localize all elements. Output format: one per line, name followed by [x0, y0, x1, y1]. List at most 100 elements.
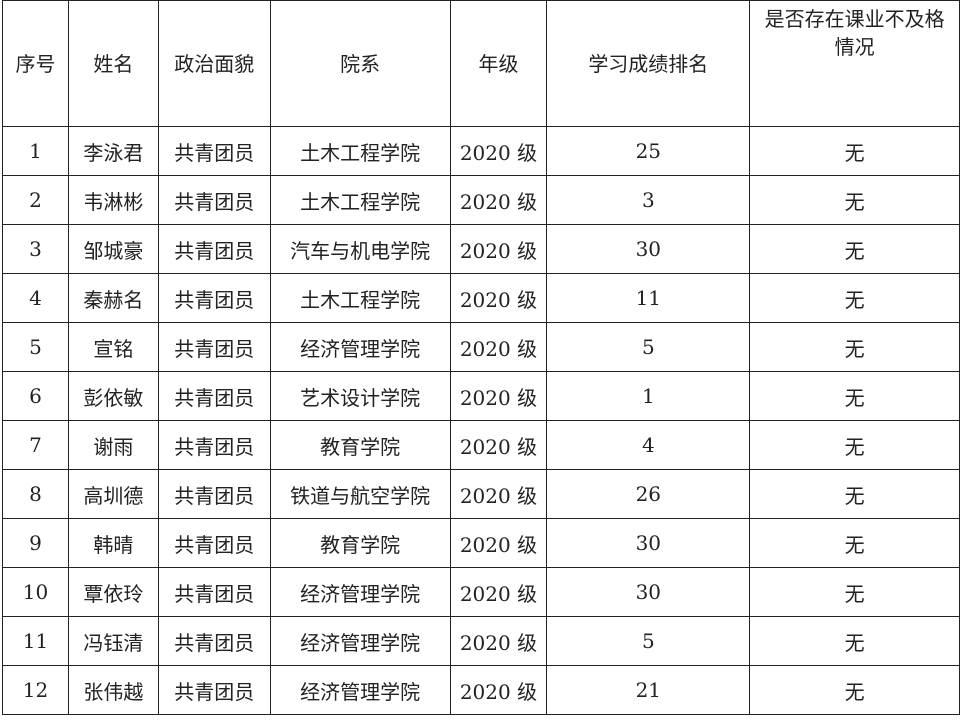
cell-col-department: 教育学院: [269, 518, 451, 568]
cell-col-name: 高圳德: [67, 469, 159, 519]
cell-col-rank: 3: [546, 175, 751, 225]
cell-col-index: 3: [2, 224, 69, 274]
table-row: 9 韩晴 共青团员 教育学院 2020 级 30 无: [2, 518, 960, 568]
cell-col-failing-courses: 无: [749, 420, 960, 470]
cell-col-failing-courses: 无: [749, 371, 960, 421]
cell-col-rank: 30: [546, 224, 751, 274]
cell-col-index: 10: [2, 567, 69, 617]
cell-col-failing-courses: 无: [749, 322, 960, 372]
cell-col-department: 铁道与航空学院: [269, 469, 451, 519]
cell-col-department: 土木工程学院: [269, 273, 451, 323]
cell-col-index: 6: [2, 371, 69, 421]
table-row: 3 邹城豪 共青团员 汽车与机电学院 2020 级 30 无: [2, 224, 960, 274]
cell-col-index: 8: [2, 469, 69, 519]
cell-col-failing-courses: 无: [749, 273, 960, 323]
cell-col-grade: 2020 级: [449, 273, 548, 323]
cell-col-political-status: 共青团员: [157, 273, 271, 323]
header-row: 序号 姓名 政治面貌 院系 年级 学习成绩排名 是否存在课业不及格情况: [2, 0, 960, 127]
cell-col-rank: 11: [546, 273, 751, 323]
cell-col-failing-courses: 无: [749, 518, 960, 568]
cell-col-political-status: 共青团员: [157, 322, 271, 372]
cell-col-rank: 5: [546, 616, 751, 666]
cell-col-name: 秦赫名: [67, 273, 159, 323]
cell-col-name: 邹城豪: [67, 224, 159, 274]
cell-col-grade: 2020 级: [449, 371, 548, 421]
cell-col-department: 经济管理学院: [269, 665, 451, 715]
cell-col-political-status: 共青团员: [157, 126, 271, 176]
cell-col-name: 宣铭: [67, 322, 159, 372]
cell-col-name: 覃依玲: [67, 567, 159, 617]
cell-col-name: 李泳君: [67, 126, 159, 176]
cell-col-rank: 5: [546, 322, 751, 372]
cell-col-grade: 2020 级: [449, 665, 548, 715]
cell-col-political-status: 共青团员: [157, 665, 271, 715]
cell-col-department: 经济管理学院: [269, 616, 451, 666]
cell-col-name: 张伟越: [67, 665, 159, 715]
cell-col-name: 韦淋彬: [67, 175, 159, 225]
cell-col-failing-courses: 无: [749, 567, 960, 617]
cell-col-political-status: 共青团员: [157, 518, 271, 568]
cell-col-department: 教育学院: [269, 420, 451, 470]
cell-col-department: 土木工程学院: [269, 175, 451, 225]
cell-col-index: 4: [2, 273, 69, 323]
cell-col-department: 经济管理学院: [269, 567, 451, 617]
cell-col-failing-courses: 无: [749, 126, 960, 176]
cell-col-grade: 2020 级: [449, 126, 548, 176]
header-col-index: 序号: [2, 0, 69, 127]
header-col-grade: 年级: [449, 0, 548, 127]
table-row: 4 秦赫名 共青团员 土木工程学院 2020 级 11 无: [2, 273, 960, 323]
cell-col-name: 谢雨: [67, 420, 159, 470]
cell-col-department: 汽车与机电学院: [269, 224, 451, 274]
table-row: 1 李泳君 共青团员 土木工程学院 2020 级 25 无: [2, 126, 960, 176]
cell-col-index: 2: [2, 175, 69, 225]
table-row: 10 覃依玲 共青团员 经济管理学院 2020 级 30 无: [2, 567, 960, 617]
cell-col-department: 经济管理学院: [269, 322, 451, 372]
cell-col-political-status: 共青团员: [157, 420, 271, 470]
header-col-rank: 学习成绩排名: [546, 0, 751, 127]
cell-col-grade: 2020 级: [449, 518, 548, 568]
cell-col-political-status: 共青团员: [157, 567, 271, 617]
cell-col-name: 冯钰清: [67, 616, 159, 666]
cell-col-name: 韩晴: [67, 518, 159, 568]
table-row: 12 张伟越 共青团员 经济管理学院 2020 级 21 无: [2, 665, 960, 715]
cell-col-failing-courses: 无: [749, 224, 960, 274]
cell-col-failing-courses: 无: [749, 175, 960, 225]
cell-col-department: 艺术设计学院: [269, 371, 451, 421]
cell-col-rank: 4: [546, 420, 751, 470]
cell-col-grade: 2020 级: [449, 224, 548, 274]
header-col-failing-courses: 是否存在课业不及格情况: [749, 0, 960, 127]
cell-col-index: 7: [2, 420, 69, 470]
cell-col-rank: 26: [546, 469, 751, 519]
header-col-name: 姓名: [67, 0, 159, 127]
cell-col-failing-courses: 无: [749, 616, 960, 666]
cell-col-index: 1: [2, 126, 69, 176]
cell-col-rank: 25: [546, 126, 751, 176]
cell-col-grade: 2020 级: [449, 420, 548, 470]
cell-col-department: 土木工程学院: [269, 126, 451, 176]
cell-col-index: 11: [2, 616, 69, 666]
cell-col-political-status: 共青团员: [157, 224, 271, 274]
cell-col-rank: 1: [546, 371, 751, 421]
cell-col-index: 5: [2, 322, 69, 372]
header-col-political-status: 政治面貌: [157, 0, 271, 127]
cell-col-index: 9: [2, 518, 69, 568]
table-row: 8 高圳德 共青团员 铁道与航空学院 2020 级 26 无: [2, 469, 960, 519]
cell-col-political-status: 共青团员: [157, 371, 271, 421]
cell-col-grade: 2020 级: [449, 567, 548, 617]
cell-col-grade: 2020 级: [449, 175, 548, 225]
cell-col-grade: 2020 级: [449, 616, 548, 666]
cell-col-rank: 30: [546, 518, 751, 568]
cell-col-political-status: 共青团员: [157, 175, 271, 225]
cell-col-grade: 2020 级: [449, 322, 548, 372]
cell-col-index: 12: [2, 665, 69, 715]
cell-col-name: 彭依敏: [67, 371, 159, 421]
cell-col-failing-courses: 无: [749, 469, 960, 519]
cell-col-failing-courses: 无: [749, 665, 960, 715]
cell-col-rank: 21: [546, 665, 751, 715]
